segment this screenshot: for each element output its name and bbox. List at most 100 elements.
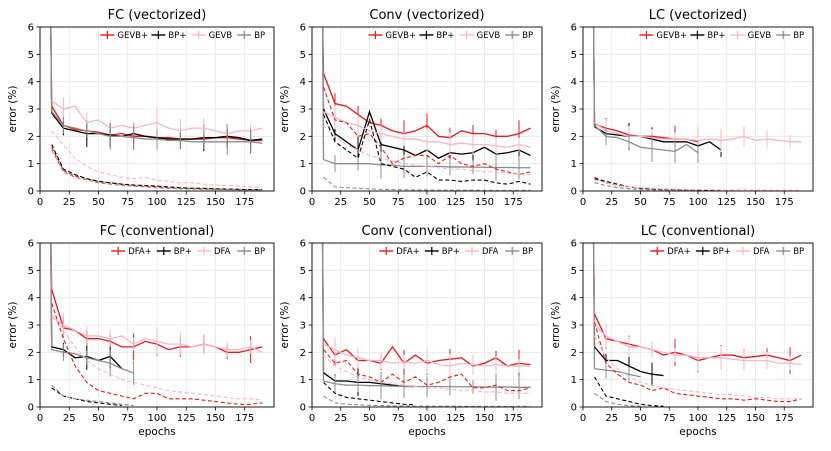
plot-area bbox=[321, 27, 531, 191]
y-tick-label: 1 bbox=[28, 159, 34, 170]
series-spike bbox=[50, 27, 53, 112]
plot-area bbox=[50, 243, 263, 407]
y-axis-label: error (%) bbox=[279, 302, 291, 349]
x-tick-label: 150 bbox=[475, 197, 494, 208]
series-line bbox=[322, 86, 531, 176]
y-tick-label: 3 bbox=[571, 105, 577, 116]
x-tick-label: 25 bbox=[63, 413, 76, 424]
y-tick-label: 1 bbox=[571, 159, 577, 170]
series-line bbox=[594, 178, 721, 191]
x-tick-label: 175 bbox=[775, 413, 794, 424]
y-tick-label: 3 bbox=[28, 105, 34, 116]
legend-label: DFA bbox=[482, 247, 499, 257]
series-line bbox=[323, 125, 531, 176]
x-tick-label: 100 bbox=[688, 197, 707, 208]
x-tick-label: 125 bbox=[177, 413, 196, 424]
y-axis-label: error (%) bbox=[7, 86, 19, 133]
series-line bbox=[323, 382, 416, 406]
y-tick-label: 5 bbox=[300, 50, 306, 61]
y-tick-label: 5 bbox=[300, 266, 306, 277]
x-tick-label: 125 bbox=[446, 197, 465, 208]
legend: DFA+ BP+ DFA BP bbox=[650, 247, 804, 257]
series-line bbox=[51, 302, 263, 405]
x-tick-label: 75 bbox=[121, 413, 134, 424]
y-tick-label: 6 bbox=[300, 239, 306, 250]
chart-title: LC (vectorized) bbox=[649, 8, 748, 23]
x-tick-label: 150 bbox=[206, 197, 225, 208]
x-tick-label: 125 bbox=[717, 413, 736, 424]
legend: DFA+ BP+ DFA BP bbox=[379, 247, 533, 257]
x-tick-label: 100 bbox=[147, 413, 166, 424]
x-axis-label: epochs bbox=[408, 426, 445, 438]
y-tick-label: 3 bbox=[571, 321, 577, 332]
chart-panel-4: 0 25 50 75 100 125 150 175 0 1 2 3 4 5 6 FC (convention… bbox=[7, 224, 275, 438]
series-line bbox=[51, 384, 134, 407]
legend-label: BP bbox=[793, 247, 804, 257]
y-tick-label: 1 bbox=[28, 375, 34, 386]
y-tick-label: 0 bbox=[28, 187, 34, 198]
y-tick-label: 0 bbox=[300, 187, 306, 198]
legend-label: GEVB+ bbox=[117, 31, 148, 41]
chart-title: Conv (vectorized) bbox=[369, 8, 484, 23]
x-tick-label: 75 bbox=[663, 413, 676, 424]
series-line bbox=[594, 124, 699, 154]
x-tick-label: 0 bbox=[309, 413, 315, 424]
x-tick-label: 100 bbox=[417, 197, 436, 208]
y-tick-label: 0 bbox=[571, 187, 577, 198]
y-tick-label: 3 bbox=[28, 321, 34, 332]
legend-label: BP bbox=[254, 247, 265, 257]
chart-panel-3: 0 25 50 75 100 125 150 175 0 1 2 3 4 5 6 LC (vectorized… bbox=[550, 8, 814, 208]
legend-label: BP bbox=[254, 31, 265, 41]
x-tick-label: 100 bbox=[417, 413, 436, 424]
chart-panel-1: 0 25 50 75 100 125 150 175 0 1 2 3 4 5 6 FC (vectorized… bbox=[7, 8, 275, 208]
y-tick-label: 4 bbox=[571, 293, 577, 304]
y-tick-label: 5 bbox=[571, 50, 577, 61]
legend-label: GEVB+ bbox=[385, 31, 416, 41]
x-tick-label: 50 bbox=[363, 197, 376, 208]
x-tick-label: 75 bbox=[663, 197, 676, 208]
y-tick-label: 2 bbox=[28, 132, 34, 143]
chart-title: Conv (conventional) bbox=[362, 224, 493, 239]
legend-label: DFA+ bbox=[667, 247, 691, 257]
x-tick-label: 175 bbox=[235, 197, 254, 208]
y-tick-label: 5 bbox=[28, 50, 34, 61]
y-axis-label: error (%) bbox=[550, 302, 562, 349]
x-tick-label: 100 bbox=[688, 413, 707, 424]
x-tick-label: 50 bbox=[92, 413, 105, 424]
x-tick-label: 75 bbox=[121, 197, 134, 208]
legend-label: DFA+ bbox=[396, 247, 420, 257]
chart-title: FC (conventional) bbox=[100, 224, 215, 239]
series-line bbox=[594, 392, 641, 407]
series-spike bbox=[592, 27, 596, 126]
x-tick-label: 50 bbox=[363, 413, 376, 424]
x-tick-label: 75 bbox=[392, 413, 405, 424]
x-tick-label: 25 bbox=[334, 197, 347, 208]
legend-label: BP bbox=[522, 31, 533, 41]
chart-panel-5: 0 25 50 75 100 125 150 175 0 1 2 3 4 5 6 Conv (conventi… bbox=[279, 224, 543, 438]
x-tick-label: 150 bbox=[746, 197, 765, 208]
y-tick-label: 0 bbox=[571, 403, 577, 414]
x-tick-label: 0 bbox=[309, 197, 315, 208]
y-tick-label: 6 bbox=[28, 239, 34, 250]
series-spike bbox=[321, 27, 325, 160]
plot-area bbox=[321, 243, 531, 407]
x-tick-label: 175 bbox=[235, 413, 254, 424]
series-line bbox=[594, 126, 722, 151]
x-tick-label: 50 bbox=[634, 413, 647, 424]
y-tick-label: 5 bbox=[571, 266, 577, 277]
series-line bbox=[51, 387, 122, 407]
plot-area bbox=[50, 27, 263, 191]
legend-label: BP+ bbox=[713, 247, 731, 257]
series-line bbox=[594, 182, 698, 191]
legend-label: GEVB bbox=[477, 31, 501, 41]
series-spike bbox=[50, 243, 53, 350]
legend: GEVB+ BP+ GEVB BP bbox=[368, 31, 533, 41]
y-tick-label: 3 bbox=[300, 105, 306, 116]
y-tick-label: 4 bbox=[300, 293, 306, 304]
chart-title: FC (vectorized) bbox=[108, 8, 207, 23]
x-tick-label: 50 bbox=[634, 197, 647, 208]
legend-label: BP+ bbox=[174, 247, 192, 257]
legend-label: DFA+ bbox=[128, 247, 152, 257]
y-tick-label: 0 bbox=[28, 403, 34, 414]
